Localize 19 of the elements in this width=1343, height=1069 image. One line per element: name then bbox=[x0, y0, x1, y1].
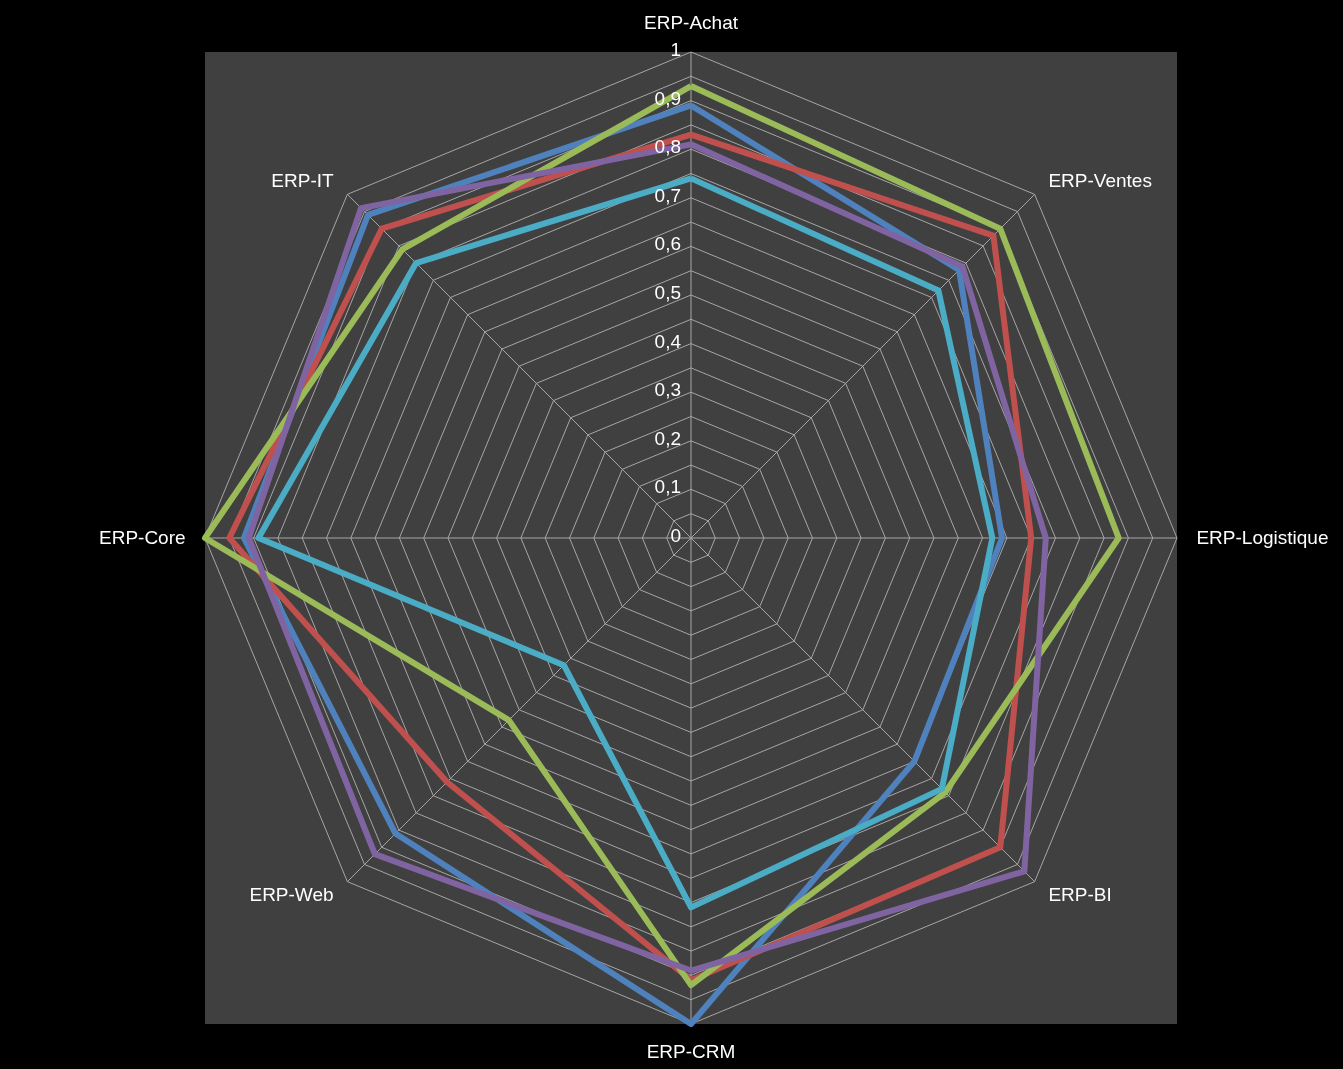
spoke-label: ERP-Ventes bbox=[1048, 169, 1152, 191]
y-tick-label: 0,6 bbox=[654, 233, 681, 255]
y-tick-label: 0,7 bbox=[654, 184, 681, 206]
spoke-label: ERP-Core bbox=[98, 527, 186, 548]
y-tick-label: 0,5 bbox=[654, 282, 681, 303]
spoke-label: ERP-IT bbox=[271, 169, 334, 191]
spoke-label: ERP-BI bbox=[1048, 884, 1112, 906]
y-tick-label: 0,8 bbox=[654, 136, 681, 158]
y-tick-label: 0,2 bbox=[654, 427, 681, 449]
y-tick-label: 1 bbox=[670, 39, 681, 60]
y-tick-label: 0,4 bbox=[654, 330, 682, 352]
spoke-label: ERP-Web bbox=[249, 884, 334, 906]
y-tick-label: 0,9 bbox=[654, 87, 681, 109]
y-tick-label: 0,1 bbox=[654, 476, 681, 498]
spoke-label: ERP-Logistique bbox=[1196, 527, 1329, 548]
y-tick-label: 0,3 bbox=[654, 379, 681, 401]
spoke-label: ERP-CRM bbox=[646, 1041, 736, 1063]
spoke-label: ERP-Achat bbox=[644, 11, 739, 33]
y-tick-label: 0 bbox=[670, 525, 681, 546]
